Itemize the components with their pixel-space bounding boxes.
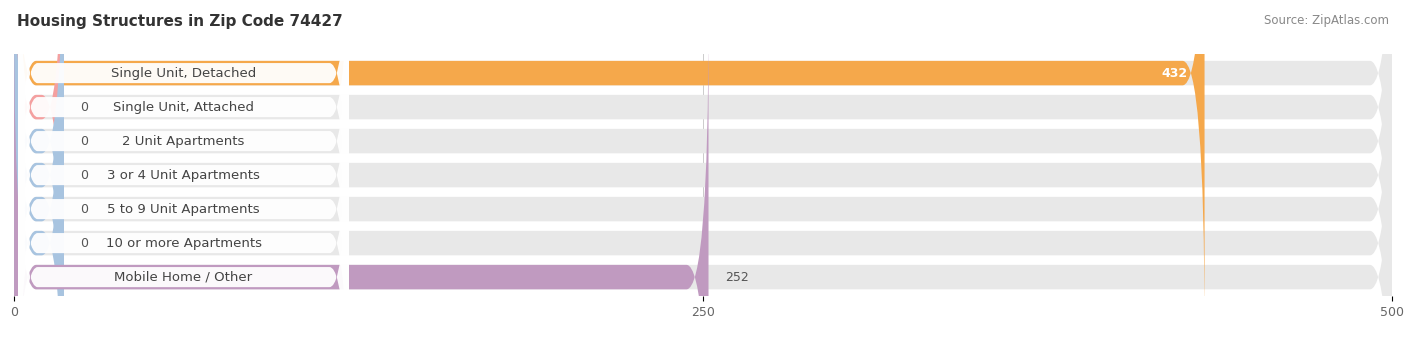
Text: 0: 0 [80, 237, 89, 250]
Text: 0: 0 [80, 203, 89, 216]
FancyBboxPatch shape [18, 0, 349, 340]
FancyBboxPatch shape [18, 49, 349, 340]
FancyBboxPatch shape [14, 0, 63, 340]
Text: Mobile Home / Other: Mobile Home / Other [114, 271, 253, 284]
FancyBboxPatch shape [14, 0, 1392, 340]
FancyBboxPatch shape [18, 0, 349, 340]
FancyBboxPatch shape [18, 0, 349, 340]
Text: Single Unit, Attached: Single Unit, Attached [112, 101, 254, 114]
FancyBboxPatch shape [14, 17, 1392, 340]
FancyBboxPatch shape [14, 0, 1205, 333]
Text: 0: 0 [80, 169, 89, 182]
Text: 2 Unit Apartments: 2 Unit Apartments [122, 135, 245, 148]
Text: Single Unit, Detached: Single Unit, Detached [111, 67, 256, 80]
FancyBboxPatch shape [14, 0, 63, 340]
FancyBboxPatch shape [14, 0, 63, 340]
FancyBboxPatch shape [14, 0, 1392, 340]
Text: 252: 252 [725, 271, 749, 284]
Text: 0: 0 [80, 135, 89, 148]
FancyBboxPatch shape [14, 0, 1392, 340]
FancyBboxPatch shape [18, 0, 349, 335]
FancyBboxPatch shape [14, 17, 709, 340]
FancyBboxPatch shape [14, 0, 1392, 333]
FancyBboxPatch shape [18, 0, 349, 301]
FancyBboxPatch shape [14, 0, 63, 340]
FancyBboxPatch shape [14, 0, 1392, 340]
Text: 3 or 4 Unit Apartments: 3 or 4 Unit Apartments [107, 169, 260, 182]
Text: 0: 0 [80, 101, 89, 114]
FancyBboxPatch shape [14, 0, 63, 340]
Text: Housing Structures in Zip Code 74427: Housing Structures in Zip Code 74427 [17, 14, 343, 29]
Text: Source: ZipAtlas.com: Source: ZipAtlas.com [1264, 14, 1389, 27]
Text: 5 to 9 Unit Apartments: 5 to 9 Unit Apartments [107, 203, 260, 216]
FancyBboxPatch shape [18, 15, 349, 340]
FancyBboxPatch shape [14, 0, 1392, 340]
Text: 10 or more Apartments: 10 or more Apartments [105, 237, 262, 250]
Text: 432: 432 [1161, 67, 1188, 80]
